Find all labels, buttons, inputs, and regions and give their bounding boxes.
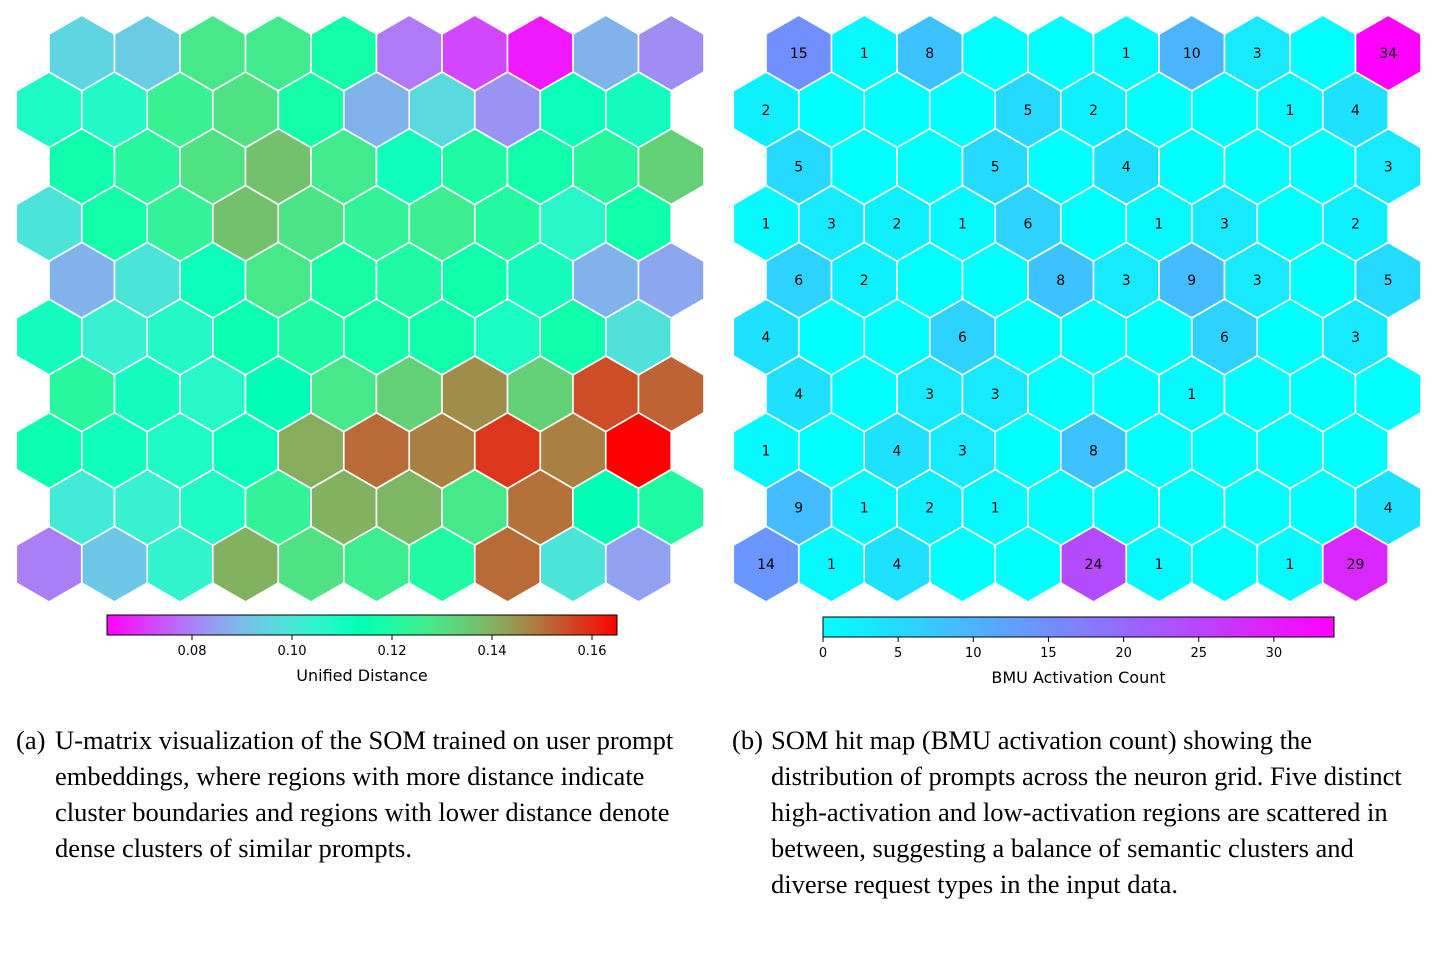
hex-count-label: 4 xyxy=(762,330,771,346)
hex-count-label: 6 xyxy=(958,330,967,346)
hex-count-label: 9 xyxy=(1187,273,1196,289)
hex-count-label: 2 xyxy=(1089,103,1098,119)
colorbar-label: BMU Activation Count xyxy=(991,668,1165,687)
hex-count-label: 1 xyxy=(1155,216,1164,232)
caption-b-text: SOM hit map (BMU activation count) showi… xyxy=(771,725,1402,899)
hex-count-label: 3 xyxy=(958,444,967,460)
hex-count-label: 6 xyxy=(1024,216,1033,232)
hex-count-label: 2 xyxy=(860,273,869,289)
colorbar-tick-label: 25 xyxy=(1190,646,1207,661)
hex-count-label: 1 xyxy=(991,500,1000,516)
colorbar-tick-label: 5 xyxy=(894,646,902,661)
hex-count-label: 24 xyxy=(1085,557,1103,573)
colorbar-tick-label: 0 xyxy=(819,646,827,661)
hex-count-label: 1 xyxy=(1187,387,1196,403)
caption-a-text: U-matrix visualization of the SOM traine… xyxy=(55,725,674,863)
hex-count-label: 4 xyxy=(1122,160,1131,176)
hex-count-label: 14 xyxy=(757,557,775,573)
hit-map-chart: 15 1 8 1 10 3 342 5 2 1 45 5 4 31 3 2 1 6 1 3 26 2 8 3 9 3 54 6 6 34 3… xyxy=(732,14,1422,687)
hex-count-label: 5 xyxy=(1384,273,1393,289)
hex-count-label: 34 xyxy=(1379,46,1397,62)
hex-count-label: 5 xyxy=(991,160,1000,176)
hex-count-label: 3 xyxy=(925,387,934,403)
colorbar-label: Unified Distance xyxy=(296,666,427,685)
colorbar-tick-label: 0.14 xyxy=(478,644,507,659)
colorbar xyxy=(106,614,618,636)
hex-count-label: 10 xyxy=(1183,46,1201,62)
caption-a-label: (a) xyxy=(16,725,46,755)
hex-cell xyxy=(604,525,673,603)
hex-count-label: 8 xyxy=(1089,444,1098,460)
hex-count-label: 3 xyxy=(1384,160,1393,176)
hex-count-label: 1 xyxy=(860,500,869,516)
hex-count-label: 1 xyxy=(860,46,869,62)
hex-count-label: 2 xyxy=(762,103,771,119)
hex-count-label: 3 xyxy=(1220,216,1229,232)
hex-count-label: 1 xyxy=(827,557,836,573)
hex-count-label: 1 xyxy=(762,444,771,460)
caption-b-label: (b) xyxy=(732,725,763,755)
hex-count-label: 1 xyxy=(1122,46,1131,62)
hex-count-label: 3 xyxy=(1351,330,1360,346)
colorbar-tick-label: 15 xyxy=(1040,646,1057,661)
colorbar-tick-label: 0.08 xyxy=(178,644,207,659)
hex-count-label: 1 xyxy=(1286,103,1295,119)
u-matrix-chart: 0.08 0.10 0.12 0.14 0.16 Unified Distance xyxy=(15,14,705,685)
hex-count-label: 5 xyxy=(1024,103,1033,119)
hex-count-label: 3 xyxy=(1253,273,1262,289)
hex-count-label: 2 xyxy=(893,216,902,232)
hex-count-label: 29 xyxy=(1347,557,1365,573)
hex-count-label: 6 xyxy=(794,273,803,289)
hex-count-label: 8 xyxy=(925,46,934,62)
colorbar-tick-label: 0.12 xyxy=(378,644,407,659)
hex-count-label: 1 xyxy=(958,216,967,232)
hex-count-label: 15 xyxy=(790,46,808,62)
hex-count-label: 3 xyxy=(991,387,1000,403)
hex-count-label: 3 xyxy=(1253,46,1262,62)
colorbar-tick-label: 10 xyxy=(965,646,982,661)
hex-count-label: 4 xyxy=(1351,103,1360,119)
hex-count-label: 5 xyxy=(794,160,803,176)
hex-count-label: 1 xyxy=(1286,557,1295,573)
hex-count-label: 4 xyxy=(893,444,902,460)
hex-count-label: 4 xyxy=(893,557,902,573)
colorbar-tick-label: 0.16 xyxy=(578,644,607,659)
hex-count-label: 4 xyxy=(794,387,803,403)
hex-count-label: 3 xyxy=(1122,273,1131,289)
hex-count-label: 9 xyxy=(794,500,803,516)
hex-count-label: 2 xyxy=(1351,216,1360,232)
hex-cell xyxy=(1322,525,1389,603)
colorbar-tick-label: 30 xyxy=(1266,646,1283,661)
colorbar-tick-label: 0.10 xyxy=(278,644,307,659)
colorbar xyxy=(822,616,1335,638)
colorbar-tick-label: 20 xyxy=(1115,646,1132,661)
hex-count-label: 8 xyxy=(1056,273,1065,289)
hex-count-label: 1 xyxy=(1155,557,1164,573)
hex-count-label: 1 xyxy=(762,216,771,232)
hex-count-label: 3 xyxy=(827,216,836,232)
caption-b: (b) SOM hit map (BMU activation count) s… xyxy=(732,722,1432,902)
hex-count-label: 4 xyxy=(1384,500,1393,516)
hex-count-label: 2 xyxy=(925,500,934,516)
caption-a: (a) U-matrix visualization of the SOM tr… xyxy=(16,722,706,866)
hex-count-label: 6 xyxy=(1220,330,1229,346)
